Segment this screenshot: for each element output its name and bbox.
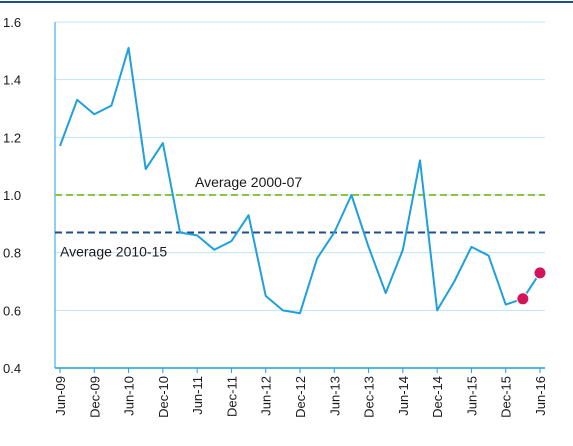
x-tick-label: Jun-11 <box>190 376 205 415</box>
x-tick-label: Jun-15 <box>464 376 479 416</box>
x-tick-label: Jun-09 <box>53 376 68 416</box>
reference-label: Average 2000-07 <box>195 174 302 190</box>
data-line <box>59 46 541 315</box>
y-tick-label: 1.6 <box>3 15 21 30</box>
y-tick-label: 0.6 <box>3 303 21 318</box>
x-tick-label: Dec-14 <box>430 376 445 418</box>
x-tick-label: Jun-10 <box>122 376 137 416</box>
x-tick-label: Jun-16 <box>533 376 548 416</box>
highlight-point <box>533 266 547 280</box>
x-tick-label: Dec-13 <box>362 376 377 418</box>
x-tick-label: Dec-10 <box>156 376 171 418</box>
y-tick-label: 1.4 <box>3 73 21 88</box>
y-tick-label: 1.0 <box>3 188 21 203</box>
x-tick-label: Dec-09 <box>87 376 102 418</box>
reference-label: Average 2010-15 <box>60 243 167 259</box>
x-tick-label: Jun-12 <box>259 376 274 416</box>
x-tick-label: Jun-13 <box>327 376 342 416</box>
x-tick-label: Dec-12 <box>293 376 308 418</box>
x-tick-label: Dec-15 <box>499 376 514 418</box>
x-tick-label: Dec-11 <box>224 376 239 417</box>
y-tick-label: 0.8 <box>3 246 21 261</box>
y-tick-label: 1.2 <box>3 130 21 145</box>
y-tick-label: 0.4 <box>3 361 21 376</box>
highlight-point <box>516 292 530 306</box>
x-tick-label: Jun-14 <box>396 376 411 416</box>
